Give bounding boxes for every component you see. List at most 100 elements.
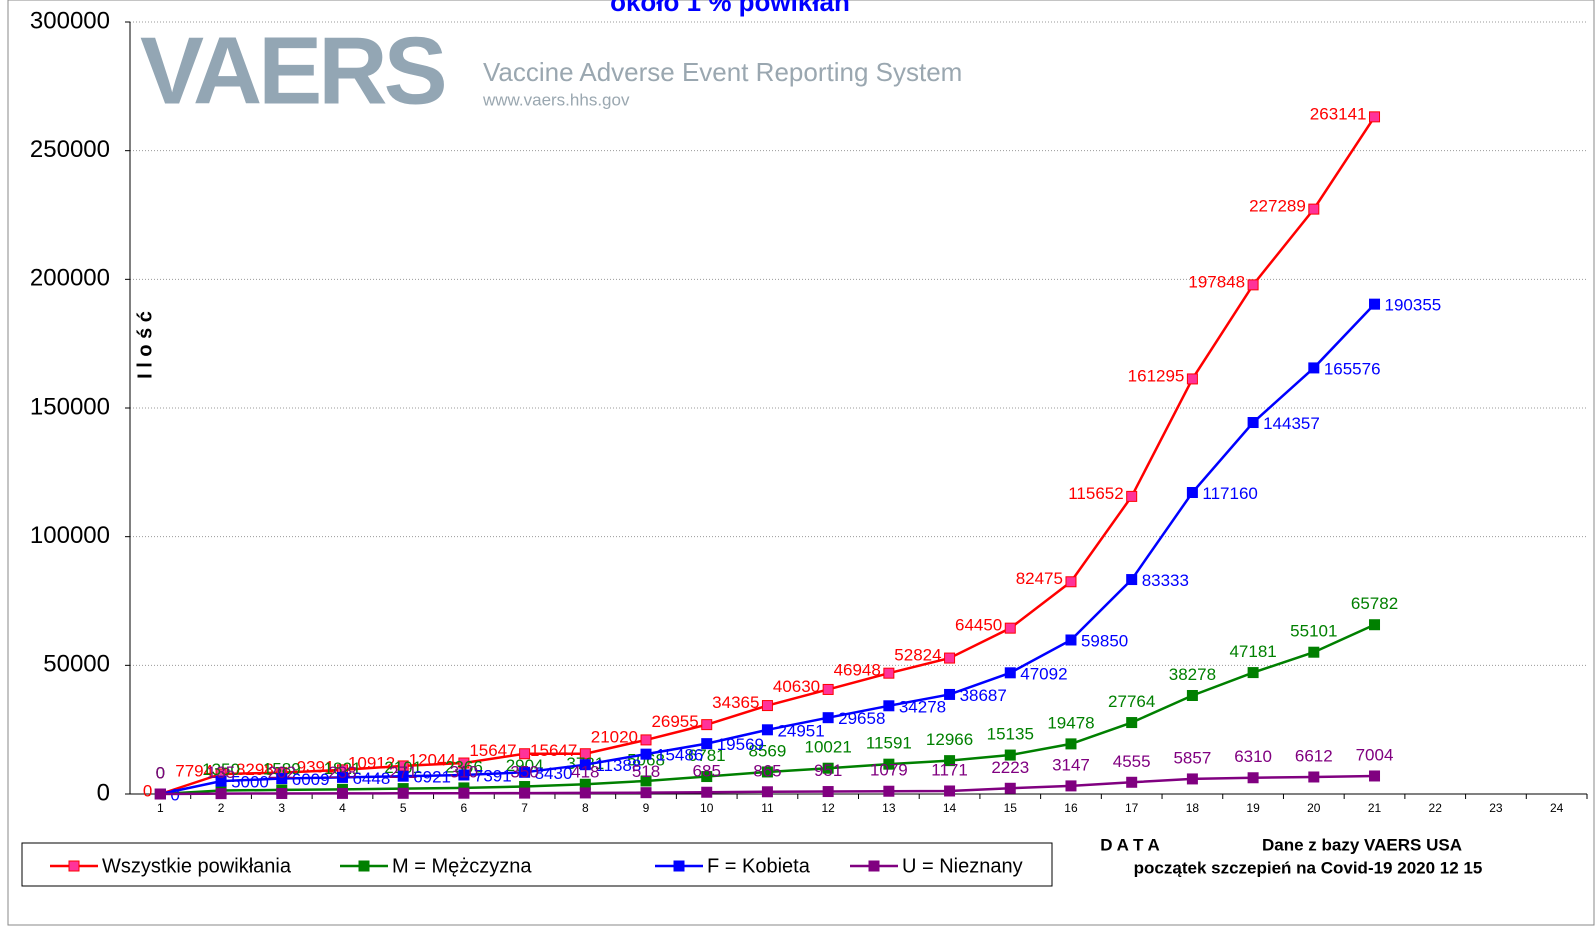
data-label: 38687 (960, 686, 1007, 705)
marker (336, 787, 348, 799)
data-label: 19478 (1047, 713, 1094, 732)
marker (822, 786, 834, 798)
data-label: 47181 (1229, 642, 1276, 661)
x-tick-label: 5 (400, 801, 407, 815)
data-label: 202 (268, 763, 296, 782)
marker (944, 688, 956, 700)
marker (1369, 770, 1381, 782)
x-tick-label: 12 (821, 801, 835, 815)
marker (1308, 203, 1320, 215)
legend-label: F = Kobieta (707, 855, 811, 877)
data-label: 15486 (656, 746, 703, 765)
data-label: 12044 (409, 750, 456, 769)
x-tick-label: 1 (157, 801, 164, 815)
x-tick-label: 21 (1368, 801, 1382, 815)
marker (640, 775, 652, 787)
data-label: 46948 (834, 661, 881, 680)
marker (458, 787, 470, 799)
marker (1369, 619, 1381, 631)
data-label: 40630 (773, 677, 820, 696)
data-label: 1171 (931, 760, 968, 779)
data-label: 59850 (1081, 631, 1128, 650)
y-tick-label: 300000 (30, 7, 110, 34)
marker (944, 652, 956, 664)
marker (336, 771, 348, 783)
note: początek szczepień na Covid-19 2020 12 1… (1134, 858, 1483, 877)
note: Dane z bazy VAERS USA (1262, 835, 1462, 854)
marker (822, 712, 834, 724)
marker (154, 788, 166, 800)
data-label: 5000 (231, 773, 269, 792)
logo-full-name: Vaccine Adverse Event Reporting System (483, 57, 962, 87)
data-label: 4555 (1113, 752, 1151, 771)
y-axis-title: I l o ś ć (134, 311, 156, 379)
data-label: 144357 (1263, 414, 1320, 433)
marker (1308, 646, 1320, 658)
data-label: 1079 (870, 761, 908, 780)
x-tick-label: 14 (943, 801, 957, 815)
data-label: 8430 (535, 764, 573, 783)
marker (822, 762, 834, 774)
marker (1004, 667, 1016, 679)
marker (519, 787, 531, 799)
marker (944, 785, 956, 797)
marker (883, 785, 895, 797)
data-label: 6921 (413, 768, 451, 787)
marker (215, 788, 227, 800)
data-label: 6009 (292, 770, 330, 789)
x-tick-label: 23 (1489, 801, 1503, 815)
marker (1126, 490, 1138, 502)
data-label: 135 (207, 763, 235, 782)
data-label: 19569 (717, 735, 764, 754)
data-label: 82475 (1016, 569, 1063, 588)
data-label: 161295 (1128, 366, 1185, 385)
x-tick-label: 6 (461, 801, 468, 815)
data-label: 7391 (474, 766, 512, 785)
data-label: 0 (156, 763, 165, 782)
data-label: 11591 (866, 734, 912, 753)
x-tick-label: 3 (278, 801, 285, 815)
marker (1126, 717, 1138, 729)
marker (397, 787, 409, 799)
legend-label: M = Mężczyzna (392, 855, 532, 877)
data-label: 2101 (384, 758, 422, 777)
data-label: 65782 (1351, 594, 1398, 613)
marker (883, 758, 895, 770)
data-label: 26955 (651, 712, 698, 731)
marker (1247, 667, 1259, 679)
marker (1369, 298, 1381, 310)
data-label: 24951 (777, 721, 824, 740)
marker (1186, 689, 1198, 701)
y-tick-label: 0 (97, 779, 110, 806)
marker (701, 786, 713, 798)
marker (701, 738, 713, 750)
data-label: 15647 (530, 741, 577, 760)
data-label: 34365 (712, 693, 759, 712)
marker (276, 773, 288, 785)
marker (1065, 634, 1077, 646)
marker (519, 766, 531, 778)
marker (1004, 749, 1016, 761)
x-tick-label: 16 (1064, 801, 1078, 815)
x-tick-label: 9 (643, 801, 650, 815)
x-tick-label: 20 (1307, 801, 1321, 815)
data-label: 350 (510, 763, 538, 782)
data-label: 64450 (955, 616, 1002, 635)
marker (215, 775, 227, 787)
data-label: 34278 (899, 697, 946, 716)
marker (1186, 487, 1198, 499)
logo-url: www.vaers.hhs.gov (482, 90, 630, 109)
data-label: 27764 (1108, 692, 1155, 711)
data-label: 15647 (469, 741, 516, 760)
data-label: 190355 (1385, 296, 1442, 315)
data-label: 83333 (1142, 571, 1189, 590)
x-tick-label: 19 (1246, 801, 1260, 815)
data-label: 12966 (926, 730, 973, 749)
marker (1126, 574, 1138, 586)
marker (761, 724, 773, 736)
x-tick-label: 15 (1004, 801, 1018, 815)
data-label: 6612 (1295, 746, 1333, 765)
data-label: 7794 (175, 761, 213, 780)
marker (519, 748, 531, 760)
